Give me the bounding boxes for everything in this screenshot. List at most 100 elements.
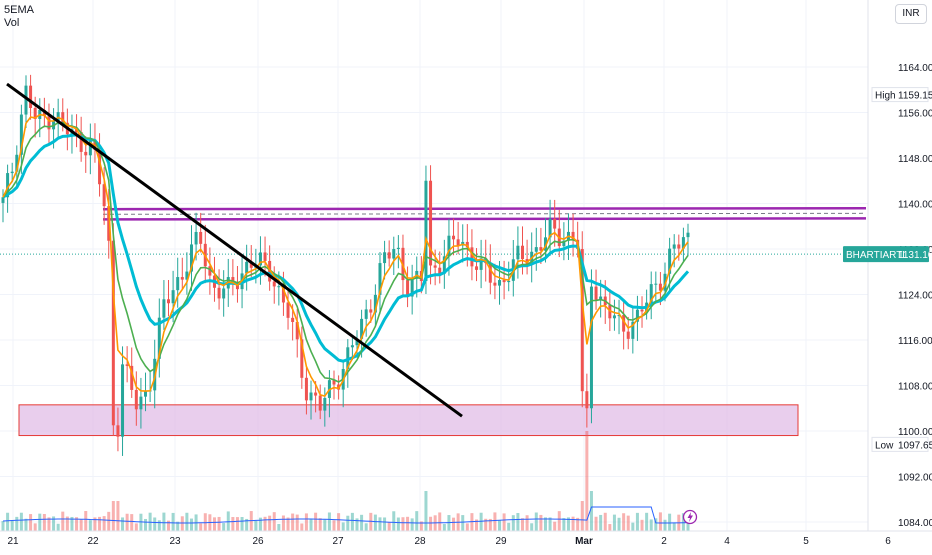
candle[interactable] xyxy=(116,407,120,452)
candle[interactable] xyxy=(10,162,14,183)
candle[interactable] xyxy=(507,261,511,292)
legend-ema[interactable]: 5EMA xyxy=(4,4,34,16)
candle[interactable] xyxy=(258,236,262,285)
candle[interactable] xyxy=(286,288,290,330)
candle[interactable] xyxy=(410,264,414,315)
legend-volume[interactable]: Vol xyxy=(4,17,20,29)
time-axis[interactable]: 21 22 23 26 27 28 29 Mar 2 4 5 6 xyxy=(0,530,932,550)
candle-body xyxy=(217,287,221,299)
candle[interactable] xyxy=(318,384,322,420)
candle[interactable] xyxy=(571,213,575,257)
candle[interactable] xyxy=(543,218,547,263)
candle[interactable] xyxy=(516,226,520,279)
candle[interactable] xyxy=(383,240,387,280)
candle[interactable] xyxy=(654,271,658,304)
candle[interactable] xyxy=(424,165,428,295)
candle[interactable] xyxy=(245,244,249,291)
candle[interactable] xyxy=(622,300,626,350)
candle[interactable] xyxy=(332,370,336,400)
candle[interactable] xyxy=(139,377,143,429)
candle[interactable] xyxy=(396,235,400,269)
candle[interactable] xyxy=(429,165,433,285)
candle[interactable] xyxy=(364,299,368,337)
candle[interactable] xyxy=(304,365,308,415)
candle[interactable] xyxy=(355,330,359,358)
resistance-line-lower[interactable] xyxy=(102,217,867,221)
candle[interactable] xyxy=(378,252,382,315)
candle[interactable] xyxy=(406,266,410,308)
candle[interactable] xyxy=(121,346,125,456)
candle[interactable] xyxy=(19,104,23,174)
candle[interactable] xyxy=(231,259,235,296)
candle[interactable] xyxy=(29,74,33,120)
candle[interactable] xyxy=(553,199,557,247)
candle[interactable] xyxy=(300,326,304,389)
candle[interactable] xyxy=(686,223,690,257)
currency-button[interactable]: INR xyxy=(895,4,927,24)
candle[interactable] xyxy=(585,373,589,428)
candle[interactable] xyxy=(539,227,543,264)
candle[interactable] xyxy=(222,270,226,317)
candles[interactable] xyxy=(1,74,690,456)
ema-fast-line[interactable] xyxy=(2,113,689,398)
candle[interactable] xyxy=(180,257,184,290)
candle[interactable] xyxy=(1,189,5,223)
candle[interactable] xyxy=(111,223,115,436)
candle[interactable] xyxy=(649,271,653,320)
candle[interactable] xyxy=(493,263,497,300)
candle[interactable] xyxy=(24,75,28,129)
candle[interactable] xyxy=(346,339,350,388)
candle[interactable] xyxy=(93,123,97,163)
candle[interactable] xyxy=(199,212,203,253)
candle[interactable] xyxy=(461,224,465,263)
candle[interactable] xyxy=(456,221,460,255)
trendline[interactable] xyxy=(6,82,463,418)
candle[interactable] xyxy=(640,296,644,328)
candle[interactable] xyxy=(617,299,621,335)
candle[interactable] xyxy=(589,269,593,424)
candle[interactable] xyxy=(442,239,446,289)
ema-slow-line[interactable] xyxy=(2,133,690,363)
candle[interactable] xyxy=(525,239,529,275)
candle[interactable] xyxy=(548,199,552,256)
candle[interactable] xyxy=(217,269,221,310)
candle[interactable] xyxy=(88,123,92,175)
candle[interactable] xyxy=(479,239,483,289)
candle[interactable] xyxy=(212,256,216,302)
candle[interactable] xyxy=(373,284,377,328)
price-axis[interactable]: 1164.001156.001148.001140.001132.001124.… xyxy=(843,0,932,531)
candle[interactable] xyxy=(447,218,451,276)
candle[interactable] xyxy=(134,371,138,426)
candle[interactable] xyxy=(295,308,299,358)
candle[interactable] xyxy=(157,298,161,378)
candle[interactable] xyxy=(185,252,189,295)
candle[interactable] xyxy=(323,387,327,427)
candle[interactable] xyxy=(626,316,630,350)
candle[interactable] xyxy=(438,251,442,284)
candle[interactable] xyxy=(263,236,267,277)
candle[interactable] xyxy=(452,218,456,256)
candle[interactable] xyxy=(167,279,171,317)
candle[interactable] xyxy=(47,103,51,144)
lightning-icon[interactable] xyxy=(682,509,698,525)
candle[interactable] xyxy=(387,240,391,267)
candle[interactable] xyxy=(534,227,538,271)
candle[interactable] xyxy=(681,227,685,262)
candle[interactable] xyxy=(189,225,193,291)
candle[interactable] xyxy=(631,307,635,354)
last-price-tag[interactable] xyxy=(843,246,929,263)
resistance-line-upper[interactable] xyxy=(102,206,867,211)
candle-body xyxy=(369,309,373,313)
candle[interactable] xyxy=(125,346,129,383)
candle[interactable] xyxy=(392,236,396,275)
ema-mid-line[interactable] xyxy=(2,121,689,383)
candle[interactable] xyxy=(612,299,616,331)
candle[interactable] xyxy=(475,248,479,282)
candle[interactable] xyxy=(309,380,313,420)
support-zone[interactable] xyxy=(18,404,799,437)
candle[interactable] xyxy=(594,269,598,310)
candle[interactable] xyxy=(208,247,212,295)
candle[interactable] xyxy=(176,257,180,308)
